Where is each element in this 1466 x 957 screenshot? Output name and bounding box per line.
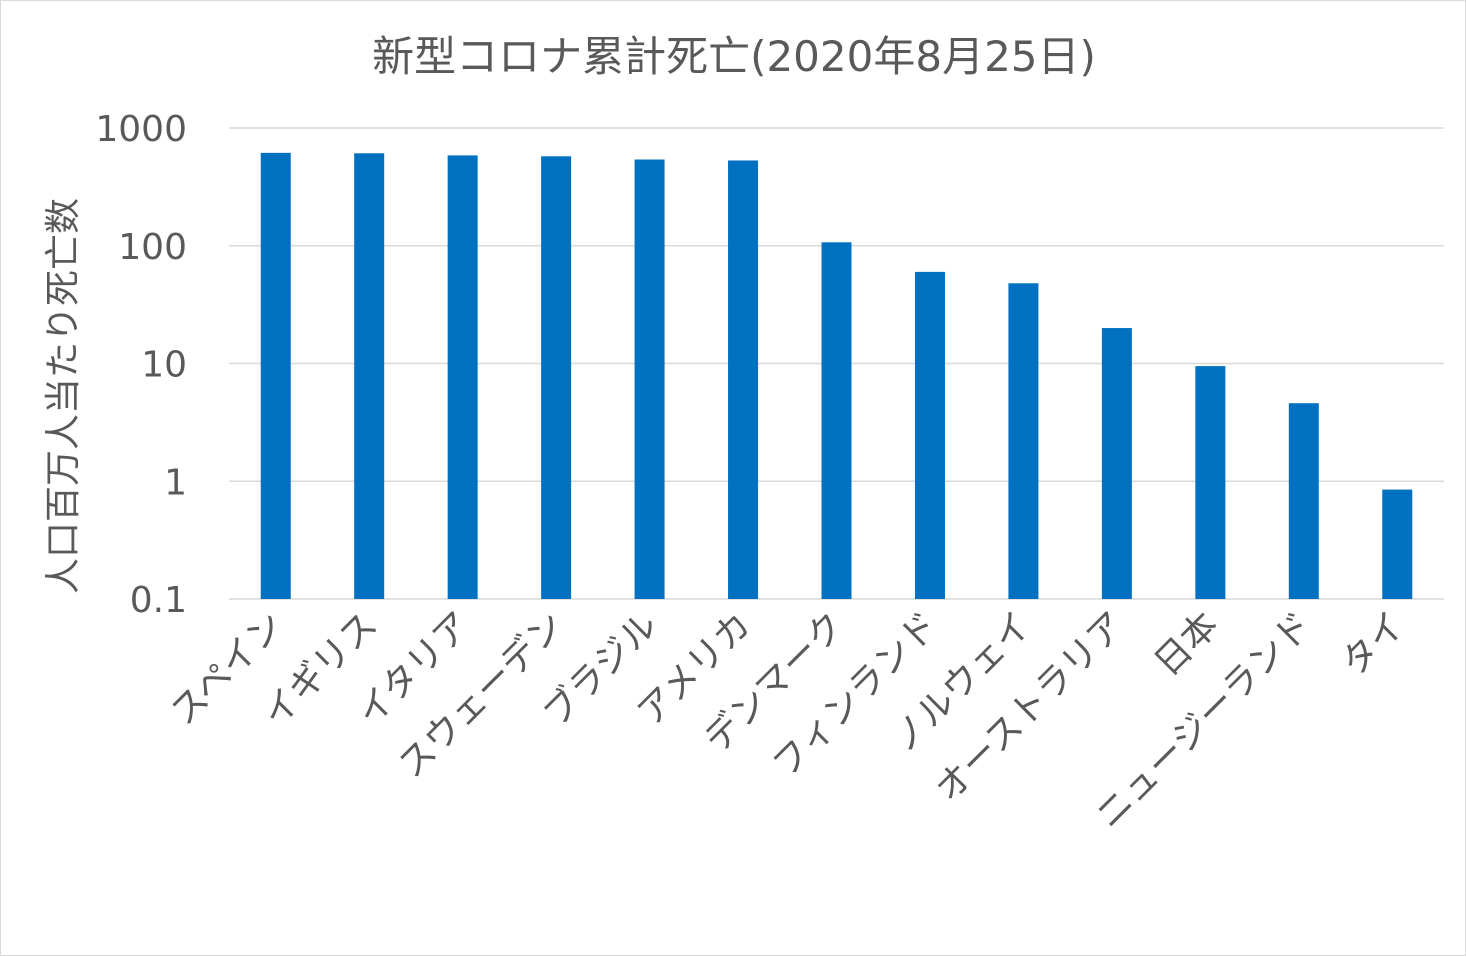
y-tick-label: 1000	[95, 109, 187, 150]
bar	[914, 271, 945, 599]
y-tick-label: 0.1	[130, 580, 187, 621]
bar	[1195, 366, 1226, 599]
y-tick-label: 100	[118, 227, 187, 268]
y-tick-label: 10	[141, 345, 187, 386]
bar	[1101, 328, 1132, 599]
bars	[260, 152, 1413, 600]
x-axis-ticks: スペインイギリスイタリアスウェーデンブラジルアメリカデンマークフィンランドノルウ…	[163, 604, 1414, 836]
bar	[634, 159, 665, 600]
y-axis-label: 人口百万人当たり死亡数	[43, 198, 84, 594]
bar	[1288, 403, 1319, 599]
bar	[728, 160, 759, 599]
bar	[447, 155, 478, 599]
bar	[260, 152, 291, 599]
bar	[354, 153, 385, 599]
y-axis-ticks: 1000 100 10 1 0.1	[95, 109, 187, 621]
bar	[541, 156, 572, 599]
x-tick-label: 日本	[1147, 604, 1227, 684]
bar	[1382, 489, 1413, 599]
bar	[821, 242, 852, 600]
bar	[1008, 283, 1039, 599]
y-tick-label: 1	[164, 462, 187, 503]
x-tick-label: タイ	[1334, 604, 1414, 684]
chart-title: 新型コロナ累計死亡(2020年8月25日)	[372, 32, 1096, 81]
